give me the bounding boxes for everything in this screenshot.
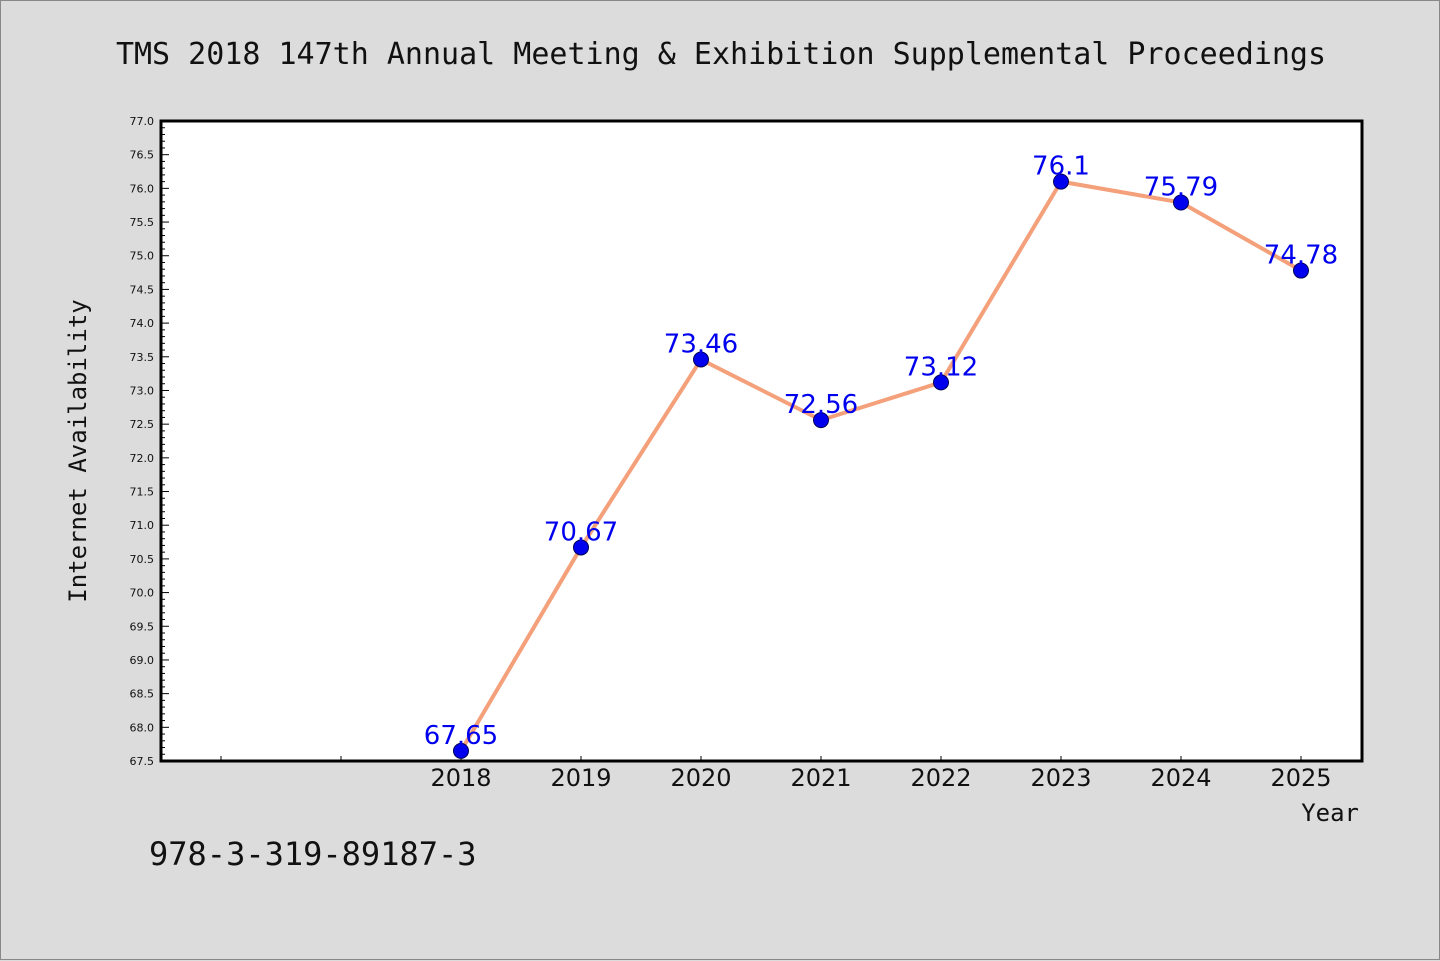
x-tick-label: 2021 [790,764,851,792]
y-tick-label: 67.5 [130,755,155,768]
data-points [453,173,1309,759]
data-point [1053,173,1069,190]
y-tick-label: 70.0 [130,587,155,600]
y-tick-label: 74.5 [130,283,155,296]
data-label: 73.46 [664,329,738,359]
y-tick-label: 77.0 [130,115,155,128]
data-label: 70.67 [544,517,618,547]
isbn-text: 978-3-319-89187-3 [149,835,477,873]
y-tick-label: 71.0 [130,519,155,532]
x-tick-label: 2020 [670,764,731,792]
series-line-group [459,179,1302,752]
x-axis-label: Year [1301,799,1359,827]
data-label: 72.56 [784,390,858,420]
y-tick-label: 72.5 [130,418,155,431]
data-point [933,374,949,391]
data-label: 73.12 [904,352,978,382]
x-axis-ticks: 2018 2019 2020 2021 2022 2023 2024 2025 [220,756,1332,792]
y-tick-label: 68.5 [130,688,155,701]
y-tick-label: 76.0 [130,182,155,195]
data-label: 76.1 [1032,152,1090,182]
data-point [453,742,469,759]
data-label: 67.65 [424,721,498,751]
y-tick-label: 76.5 [130,149,155,162]
chart-title: TMS 2018 147th Annual Meeting & Exhibiti… [116,37,1326,72]
data-point [813,412,829,429]
y-tick-label: 69.0 [130,654,155,667]
y-tick-label: 73.5 [130,351,155,364]
x-tick-label: 2019 [550,764,611,792]
y-tick-label: 74.0 [130,317,155,330]
series-line [459,179,1302,752]
x-tick-label: 2023 [1030,764,1091,792]
data-point [573,539,589,556]
data-point [693,351,709,368]
plot-area [159,119,1364,763]
x-tick-label: 2018 [430,764,491,792]
data-label: 74.78 [1264,241,1338,271]
y-tick-label: 71.5 [130,486,155,499]
y-tick-label: 75.5 [130,216,155,229]
y-tick-label: 75.0 [130,250,155,263]
y-tick-label: 73.0 [130,384,155,397]
y-tick-label: 72.0 [130,452,155,465]
data-point [1173,194,1189,211]
y-tick-label: 70.5 [130,553,155,566]
x-tick-label: 2024 [1150,764,1211,792]
y-tick-label: 68.0 [130,721,155,734]
y-axis-label: Internet Availability [64,299,92,602]
data-point [1293,262,1309,279]
data-label: 75.79 [1144,173,1218,203]
x-tick-label: 2022 [910,764,971,792]
data-labels: 67.65 70.67 73.46 72.56 73.12 76.1 75.79 74.78 [424,152,1338,751]
x-tick-label: 2025 [1270,764,1331,792]
y-axis-ticks: 67.5 68.0 68.5 69.0 69.5 70.0 70.5 71.0 71.5 72.0… [130,115,169,768]
y-tick-label: 69.5 [130,620,155,633]
